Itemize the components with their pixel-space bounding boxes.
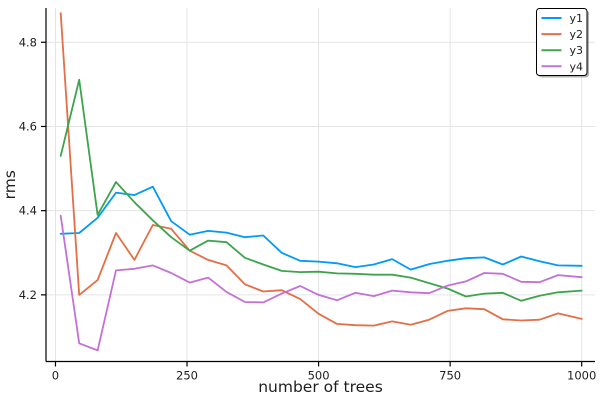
x-tick-label: 750: [439, 369, 461, 383]
y-tick-label: 4.4: [19, 204, 37, 218]
y-tick-label: 4.6: [19, 119, 37, 133]
legend-box: [536, 8, 588, 76]
x-axis-label: number of trees: [258, 378, 383, 396]
legend-entry-y4: y4: [541, 60, 583, 73]
x-tick-label: 250: [176, 369, 198, 383]
axes: [41, 8, 595, 367]
series-line-y1: [59, 185, 583, 271]
tick-labels: 0 250 500 750 1000 4.2 4.4 4.6 4.8: [19, 35, 597, 382]
y-axis-label: rms: [1, 170, 19, 199]
legend-entry-y2: y2: [541, 28, 583, 41]
y-tick-label: 4.8: [19, 35, 37, 49]
x-tick-label: 1000: [567, 369, 596, 383]
series-group: [59, 12, 583, 352]
series-line-y4: [59, 214, 583, 352]
legend-label-y1: y1: [569, 12, 583, 25]
x-tick-label: 0: [52, 369, 59, 383]
legend: y1 y2 y3 y4: [536, 8, 589, 78]
x-tick-label: 500: [308, 369, 330, 383]
legend-label-y3: y3: [569, 44, 583, 57]
series-line-y3: [59, 78, 583, 302]
legend-entry-y3: y3: [541, 44, 583, 57]
y-tick-label: 4.2: [19, 288, 37, 302]
legend-entry-y1: y1: [541, 12, 583, 25]
series-line-y2: [59, 12, 583, 327]
legend-label-y2: y2: [569, 28, 583, 41]
legend-label-y4: y4: [569, 60, 583, 73]
